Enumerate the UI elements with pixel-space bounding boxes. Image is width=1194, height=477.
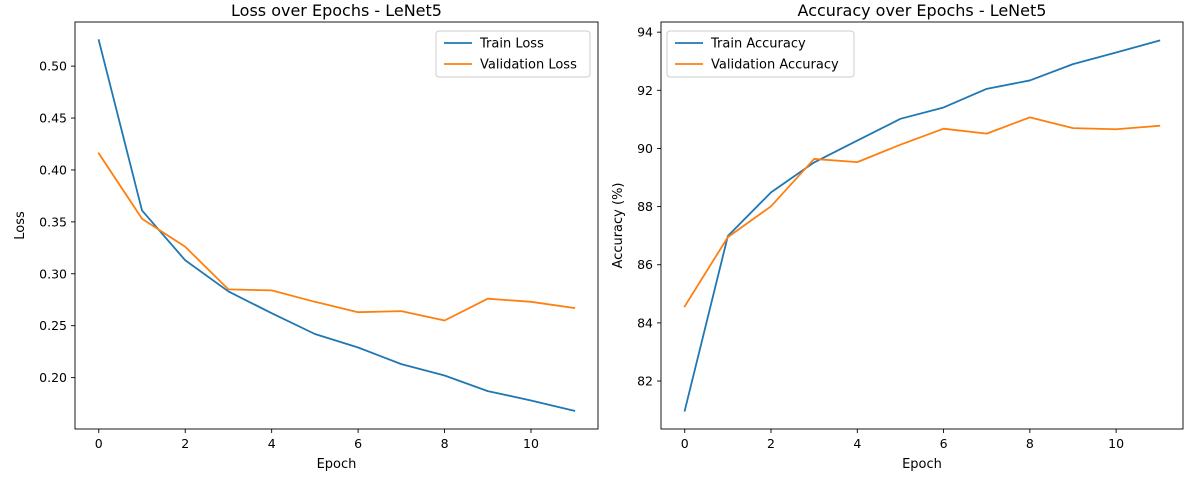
y-tick-label: 0.50 [39,59,67,74]
x-tick-label: 8 [1026,436,1034,451]
x-tick-label: 10 [1108,436,1124,451]
legend-entry: Validation Accuracy [711,58,839,73]
y-tick-label: 0.45 [39,111,67,126]
y-tick-label: 0.40 [39,162,67,177]
y-tick-label: 86 [637,257,653,272]
y-axis-label: Accuracy (%) [611,183,626,269]
x-tick-label: 4 [853,436,861,451]
x-tick-label: 10 [523,436,539,451]
y-tick-label: 0.35 [39,214,67,229]
chart-title: Loss over Epochs - LeNet5 [231,1,442,20]
x-tick-label: 4 [268,436,276,451]
x-axis-label: Epoch [902,457,942,472]
x-tick-label: 6 [940,436,948,451]
legend-entry: Train Accuracy [710,37,806,52]
y-tick-label: 0.20 [39,370,67,385]
x-tick-label: 2 [767,436,775,451]
x-tick-label: 8 [441,436,449,451]
x-tick-label: 6 [354,436,362,451]
x-tick-label: 2 [181,436,189,451]
series-line-train-accuracy [685,41,1160,411]
y-tick-label: 88 [637,199,653,214]
series-line-train-loss [99,40,574,411]
legend-entry: Validation Loss [480,58,577,73]
x-axis-label: Epoch [317,457,357,472]
series-line-validation-accuracy [685,117,1160,306]
series-line-validation-loss [99,153,574,320]
y-axis-label: Loss [13,211,28,240]
y-tick-label: 90 [637,141,653,156]
y-tick-label: 84 [637,315,653,330]
x-tick-label: 0 [95,436,103,451]
y-tick-label: 94 [637,25,653,40]
y-tick-label: 92 [637,83,653,98]
y-tick-label: 0.30 [39,266,67,281]
y-tick-label: 82 [637,374,653,389]
x-tick-label: 0 [681,436,689,451]
chart-title: Accuracy over Epochs - LeNet5 [798,1,1047,20]
y-tick-label: 0.25 [39,318,67,333]
legend-entry: Train Loss [479,37,544,52]
